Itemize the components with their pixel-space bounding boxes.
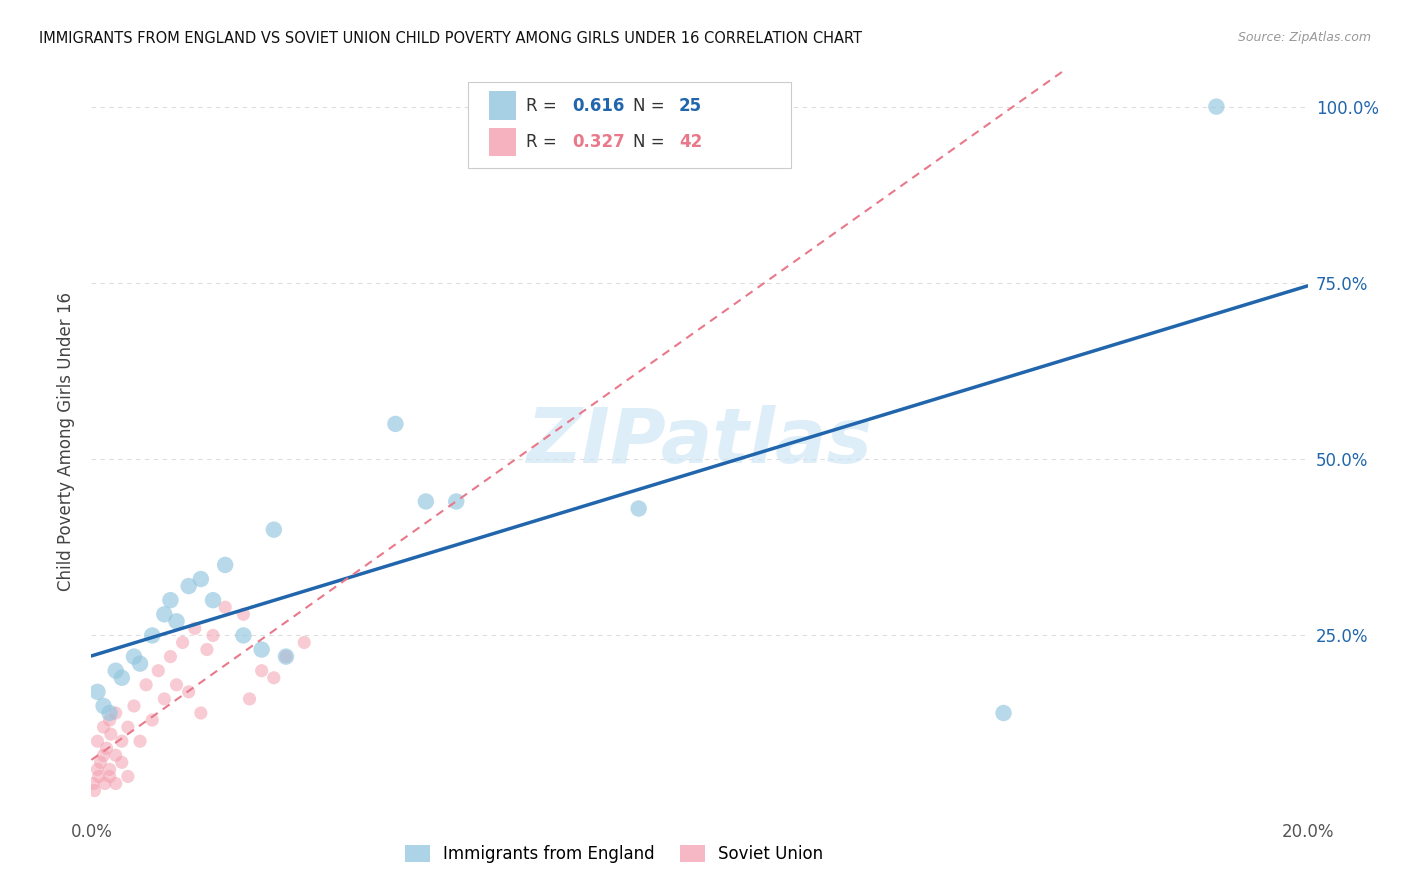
Text: 25: 25 [679, 96, 702, 114]
Point [86, 685, 108, 699]
Point [117, 720, 139, 734]
Point [86, 763, 108, 777]
Point [250, 642, 273, 657]
Point [292, 635, 315, 649]
Point [135, 678, 157, 692]
Point [93, 698, 115, 713]
Point [153, 607, 176, 622]
Point [166, 615, 188, 629]
Point [89, 756, 111, 770]
Point [384, 417, 406, 431]
Point [153, 692, 176, 706]
Text: 0.616: 0.616 [572, 96, 624, 114]
Text: N =: N = [633, 133, 669, 151]
Point [141, 713, 163, 727]
Point [190, 706, 212, 720]
Text: IMMIGRANTS FROM ENGLAND VS SOVIET UNION CHILD POVERTY AMONG GIRLS UNDER 16 CORRE: IMMIGRANTS FROM ENGLAND VS SOVIET UNION … [39, 31, 862, 46]
Point [214, 558, 236, 572]
Point [415, 494, 437, 508]
Point [141, 628, 163, 642]
Point [111, 671, 134, 685]
Point [184, 621, 207, 635]
Text: R =: R = [526, 133, 561, 151]
Point [232, 607, 254, 622]
Text: N =: N = [633, 96, 669, 114]
Point [232, 628, 254, 642]
Point [129, 657, 152, 671]
Point [96, 741, 118, 756]
Point [1205, 100, 1227, 114]
Point [177, 685, 200, 699]
Point [104, 706, 127, 720]
Point [190, 572, 212, 586]
Point [274, 649, 297, 664]
Point [993, 706, 1015, 720]
Point [86, 734, 108, 748]
Text: R =: R = [526, 96, 561, 114]
Point [104, 776, 127, 790]
FancyBboxPatch shape [489, 128, 516, 156]
Point [104, 748, 127, 763]
Point [98, 769, 121, 783]
Text: ZIPatlas: ZIPatlas [526, 405, 873, 478]
Point [274, 649, 297, 664]
Point [177, 579, 200, 593]
Point [83, 783, 105, 797]
Point [104, 664, 127, 678]
Legend: Immigrants from England, Soviet Union: Immigrants from England, Soviet Union [398, 838, 830, 870]
Point [93, 720, 115, 734]
Point [87, 769, 110, 783]
Point [98, 706, 121, 720]
Point [444, 494, 467, 508]
Point [159, 649, 181, 664]
Point [263, 671, 285, 685]
Point [238, 692, 260, 706]
Text: Source: ZipAtlas.com: Source: ZipAtlas.com [1237, 31, 1371, 45]
Point [166, 678, 188, 692]
Point [94, 776, 117, 790]
Point [148, 664, 170, 678]
Point [122, 649, 145, 664]
FancyBboxPatch shape [489, 92, 516, 120]
Point [172, 635, 194, 649]
Point [93, 748, 115, 763]
Point [111, 756, 134, 770]
Point [122, 698, 145, 713]
Point [195, 642, 218, 657]
Point [202, 593, 225, 607]
Point [82, 776, 104, 790]
Point [129, 734, 152, 748]
Text: 0.327: 0.327 [572, 133, 624, 151]
Point [250, 664, 273, 678]
Text: 42: 42 [679, 133, 702, 151]
Point [98, 713, 121, 727]
Point [100, 727, 122, 741]
Point [214, 600, 236, 615]
Point [111, 734, 134, 748]
Point [263, 523, 285, 537]
Point [159, 593, 181, 607]
Point [202, 628, 225, 642]
FancyBboxPatch shape [468, 82, 790, 168]
Point [627, 501, 650, 516]
Y-axis label: Child Poverty Among Girls Under 16: Child Poverty Among Girls Under 16 [56, 292, 75, 591]
Point [117, 769, 139, 783]
Point [98, 763, 121, 777]
